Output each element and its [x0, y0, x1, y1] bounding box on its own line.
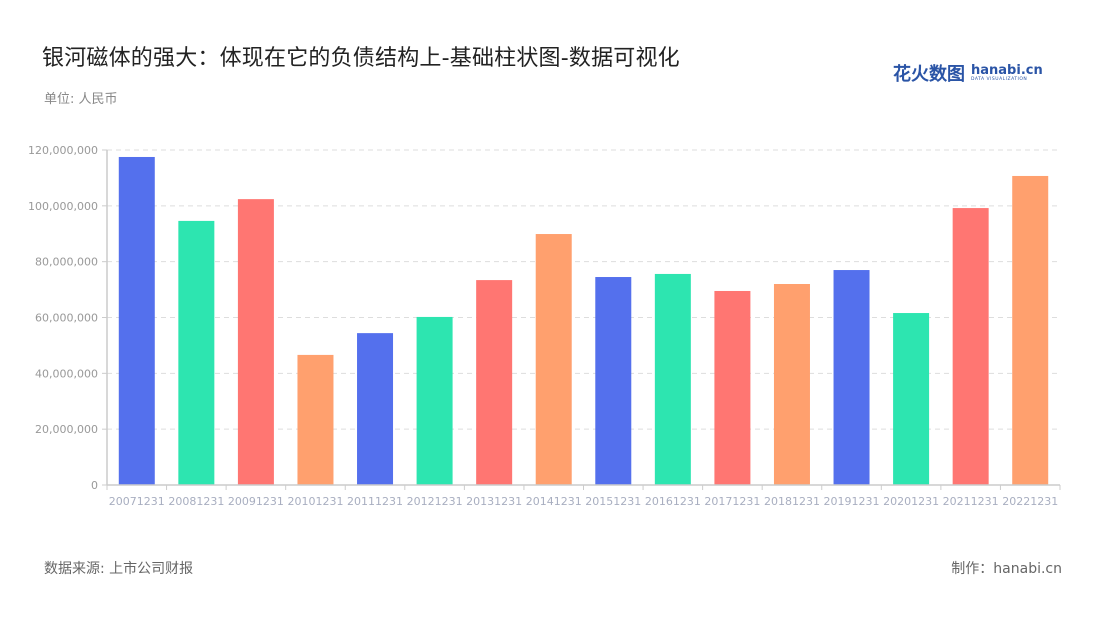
- x-tick-label: 20111231: [347, 495, 403, 508]
- bar[interactable]: [237, 199, 274, 485]
- y-tick-label: 60,000,000: [35, 312, 98, 325]
- bar[interactable]: [178, 220, 215, 486]
- chart-title: 银河磁体的强大：体现在它的负债结构上-基础柱状图-数据可视化: [42, 46, 680, 71]
- bar[interactable]: [535, 234, 572, 485]
- logo-text-en: hanabi.cn: [971, 62, 1043, 78]
- x-tick-label: 20101231: [287, 495, 343, 508]
- y-tick-label: 100,000,000: [28, 200, 98, 213]
- x-tick-label: 20131231: [466, 495, 522, 508]
- bar[interactable]: [297, 354, 334, 485]
- x-tick-label: 20181231: [764, 495, 820, 508]
- bar[interactable]: [476, 280, 513, 485]
- x-tick-label: 20151231: [585, 495, 641, 508]
- y-tick-label: 80,000,000: [35, 256, 98, 269]
- bar[interactable]: [773, 284, 810, 485]
- bars: [118, 156, 1049, 486]
- x-tick-label: 20091231: [228, 495, 284, 508]
- x-tick-label: 20121231: [407, 495, 463, 508]
- x-tick-label: 20201231: [883, 495, 939, 508]
- credit[interactable]: 制作：hanabi.cn: [951, 561, 1062, 577]
- x-tick-label: 20221231: [1002, 495, 1058, 508]
- data-source: 数据来源: 上市公司财报: [44, 561, 194, 577]
- bar[interactable]: [1012, 175, 1049, 485]
- y-tick-label: 120,000,000: [28, 144, 98, 157]
- bar[interactable]: [595, 277, 632, 485]
- bar[interactable]: [357, 333, 394, 485]
- x-tick-label: 20171231: [704, 495, 760, 508]
- y-axis: 0 20,000,000 40,000,000 60,000,000 80,000,00…: [28, 144, 108, 492]
- x-tick-label: 20161231: [645, 495, 701, 508]
- y-tick-label: 0: [91, 479, 98, 492]
- bar[interactable]: [416, 316, 453, 485]
- x-tick-label: 20081231: [168, 495, 224, 508]
- x-tick-label: 20141231: [526, 495, 582, 508]
- y-tick-label: 40,000,000: [35, 367, 98, 380]
- logo-subtitle: DATA VISUALIZATION: [971, 76, 1028, 82]
- logo-text-cn: 花火数图: [893, 64, 965, 85]
- bar[interactable]: [118, 156, 155, 485]
- unit-label: 单位: 人民币: [44, 92, 118, 107]
- y-tick-label: 20,000,000: [35, 423, 98, 436]
- x-tick-label: 20211231: [943, 495, 999, 508]
- x-axis: 20071231 20081231 20091231 20101231 20111231…: [106, 484, 1061, 508]
- bar[interactable]: [714, 290, 751, 485]
- bar[interactable]: [654, 273, 691, 485]
- x-tick-label: 20191231: [824, 495, 880, 508]
- bar[interactable]: [833, 270, 870, 485]
- logo-text-en-block: hanabi.cn DATA VISUALIZATION: [971, 64, 1043, 83]
- x-tick-label: 20071231: [109, 495, 165, 508]
- bar[interactable]: [893, 313, 930, 485]
- brand-logo: 花火数图 hanabi.cn DATA VISUALIZATION: [893, 60, 1043, 86]
- bar[interactable]: [952, 208, 989, 486]
